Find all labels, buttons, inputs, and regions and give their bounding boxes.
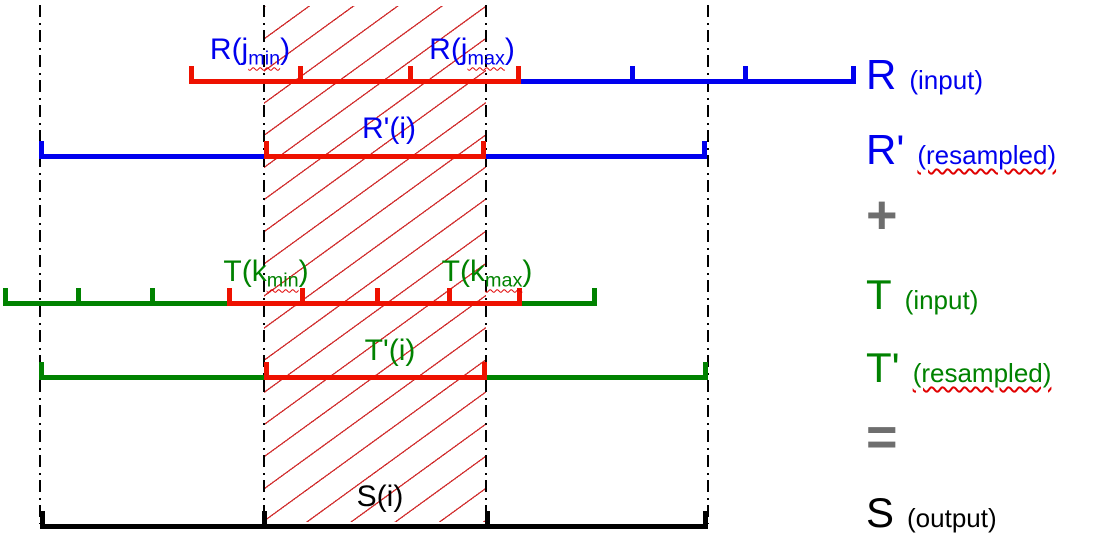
s-output-line-tick <box>703 511 708 528</box>
s-output-line-tick <box>484 511 490 528</box>
annotation-r-i: R'(i) <box>362 113 416 145</box>
legend-descriptor: (output) <box>907 503 997 533</box>
annotation-subscript: min <box>248 47 281 70</box>
legend-symbol: R <box>866 51 897 98</box>
t-resampled-line-tick <box>264 362 269 379</box>
annotation-text: ) <box>280 33 291 66</box>
annotation-text: ) <box>504 33 515 66</box>
annotation-t-i: T'(i) <box>365 335 416 367</box>
legend-plus-operator: + <box>866 188 898 242</box>
sample-boundary-line <box>485 5 487 524</box>
legend-symbol: T <box>866 271 892 318</box>
t-resampled-line-tick <box>482 362 487 379</box>
t-resampled-line-segment <box>264 374 487 380</box>
t-input-line-tick <box>446 288 452 305</box>
annotation-text: S(i) <box>356 480 404 513</box>
t-input-line-tick <box>374 288 380 305</box>
hatched-overlap-region <box>264 6 486 522</box>
annotation-r-jmax: R(jmax) <box>429 34 515 69</box>
legend-t-resampled: T' (resampled) <box>866 347 1051 389</box>
legend-descriptor: (input) <box>909 65 984 95</box>
annotation-text: ) <box>522 255 533 288</box>
t-input-line-tick <box>299 288 305 305</box>
r-resampled-line-segment <box>264 153 486 159</box>
t-input-line-tick <box>227 288 232 305</box>
t-input-line-tick <box>592 288 597 305</box>
legend-s-output: S (output) <box>866 492 997 534</box>
annotation-t-kmax: T(kmax) <box>442 256 533 291</box>
t-input-line-tick <box>149 288 155 305</box>
annotation-r-jmin: R(jmin) <box>210 34 290 69</box>
plus-symbol: + <box>866 185 898 245</box>
equals-symbol: = <box>866 407 898 467</box>
legend-descriptor: (input) <box>904 285 979 315</box>
r-input-line-tick <box>516 66 521 83</box>
annotation-subscript: min <box>266 269 299 292</box>
annotation-text: ) <box>298 255 309 288</box>
r-resampled-line-tick <box>39 141 44 158</box>
s-output-line-tick <box>261 511 267 528</box>
annotation-text: T'(i) <box>364 334 416 367</box>
t-resampled-line-tick <box>703 362 708 379</box>
r-input-line-tick <box>851 66 856 83</box>
r-resampled-line-tick <box>264 141 269 158</box>
annotation-s-i: S(i) <box>357 481 404 513</box>
r-input-line-tick <box>297 66 303 83</box>
annotation-subscript: max <box>484 269 523 292</box>
annotation-text: R(j <box>209 33 249 66</box>
legend-t-input: T (input) <box>866 274 978 316</box>
legend-symbol: R' <box>866 126 905 173</box>
r-input-line-tick <box>742 66 748 83</box>
t-input-line-tick <box>75 288 81 305</box>
legend-symbol: T' <box>866 344 900 391</box>
r-resampled-line-tick <box>481 141 486 158</box>
r-input-line-tick <box>629 66 635 83</box>
s-output-line-segment <box>40 523 708 529</box>
r-resampled-line-tick <box>702 141 707 158</box>
legend-r-input: R (input) <box>866 54 983 96</box>
legend-descriptor: (resampled) <box>917 140 1057 170</box>
sample-boundary-line <box>707 5 709 524</box>
legend-r-resampled: R' (resampled) <box>866 129 1056 171</box>
r-input-line-tick <box>407 66 413 83</box>
t-resampled-line-tick <box>39 362 44 379</box>
t-input-line-tick <box>3 288 8 305</box>
s-output-line-tick <box>40 511 45 528</box>
sample-boundary-line <box>263 5 265 524</box>
annotation-text: T(k <box>441 255 485 288</box>
r-input-line-segment <box>189 78 521 84</box>
annotation-t-kmin: T(kmin) <box>223 256 308 291</box>
legend-symbol: S <box>866 489 895 536</box>
annotation-text: R'(i) <box>361 112 417 145</box>
annotation-text: R(j <box>429 33 468 66</box>
legend-descriptor: (resampled) <box>912 358 1052 388</box>
r-input-line-segment <box>521 78 856 84</box>
legend-equals-operator: = <box>866 410 898 464</box>
annotation-text: T(k <box>223 255 267 288</box>
t-input-line-tick <box>517 288 522 305</box>
annotation-subscript: max <box>467 47 505 70</box>
sample-boundary-line <box>39 5 41 524</box>
r-input-line-tick <box>189 66 194 83</box>
